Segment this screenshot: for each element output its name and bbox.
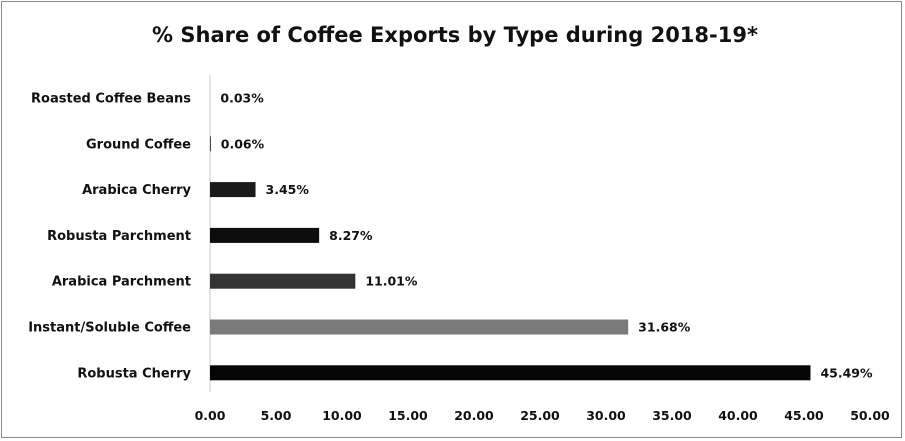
value-label: 11.01% xyxy=(365,274,418,289)
x-tick-label: 5.00 xyxy=(261,408,292,423)
x-tick-label: 45.00 xyxy=(784,408,824,423)
bar xyxy=(210,319,629,335)
bar xyxy=(210,182,256,198)
x-tick-label: 15.00 xyxy=(388,408,428,423)
category-label: Arabica Cherry xyxy=(82,183,191,198)
x-axis-ticks: 0.00 5.00 10.00 15.00 20.00 25.00 30.00 35.00 40… xyxy=(195,408,890,423)
category-label: Ground Coffee xyxy=(86,137,191,152)
value-label: 45.49% xyxy=(820,365,873,380)
category-label: Robusta Parchment xyxy=(47,229,191,244)
bars-layer: Roasted Coffee Beans 0.03% Ground Coffee 0.… xyxy=(28,91,873,382)
category-label: Roasted Coffee Beans xyxy=(31,92,191,107)
value-label: 0.03% xyxy=(220,91,264,106)
bar xyxy=(210,227,320,243)
x-tick-label: 10.00 xyxy=(322,408,362,423)
category-label: Instant/Soluble Coffee xyxy=(28,321,191,336)
x-tick-label: 25.00 xyxy=(520,408,560,423)
x-tick-label: 40.00 xyxy=(718,408,758,423)
bar xyxy=(210,273,356,289)
value-label: 0.06% xyxy=(221,136,265,151)
category-label: Arabica Parchment xyxy=(52,275,191,290)
x-tick-label: 20.00 xyxy=(454,408,494,423)
value-label: 31.68% xyxy=(638,320,691,335)
value-label: 3.45% xyxy=(266,182,310,197)
category-label: Robusta Cherry xyxy=(77,366,191,381)
bar xyxy=(210,365,811,381)
chart-title: % Share of Coffee Exports by Type during… xyxy=(152,23,758,47)
value-label: 8.27% xyxy=(329,228,373,243)
x-tick-label: 50.00 xyxy=(850,408,890,423)
x-tick-label: 0.00 xyxy=(195,408,226,423)
x-tick-label: 35.00 xyxy=(652,408,692,423)
x-tick-label: 30.00 xyxy=(586,408,626,423)
bar xyxy=(210,136,211,152)
